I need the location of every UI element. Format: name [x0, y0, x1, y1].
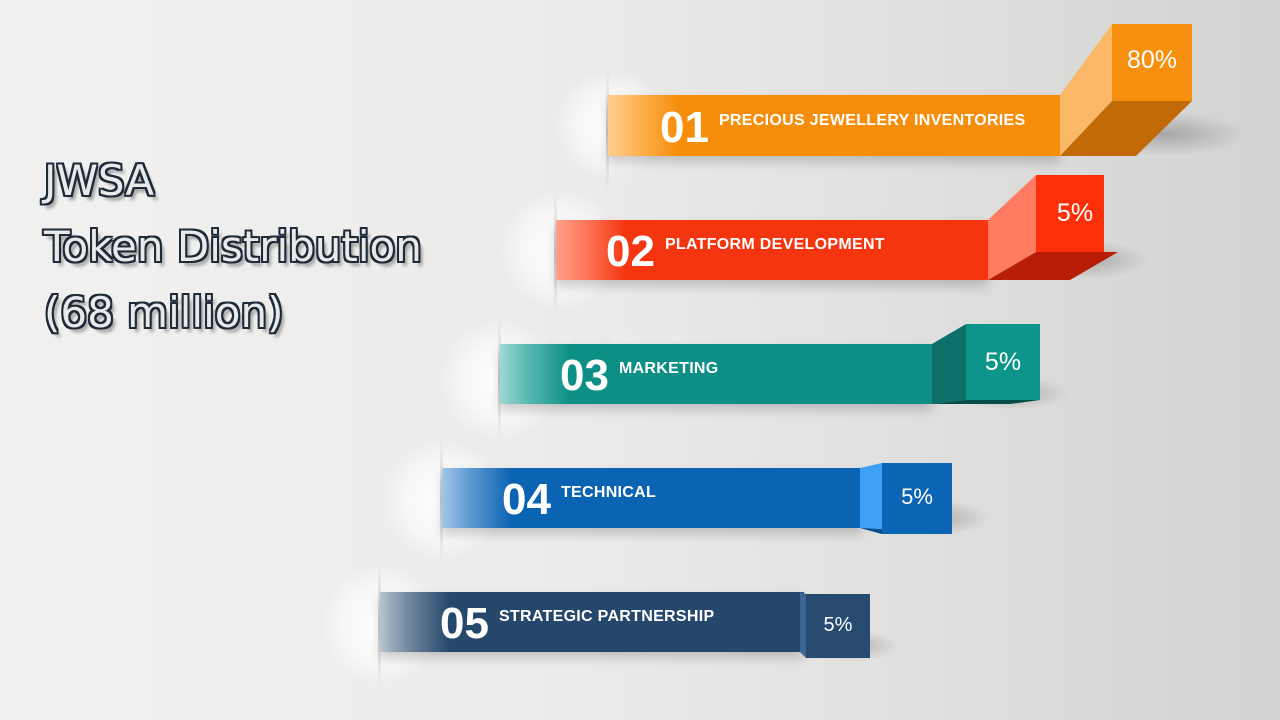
item-label: TECHNICAL	[560, 484, 657, 501]
item-label: PRECIOUS JEWELLERY INVENTORIES	[718, 111, 1026, 129]
title-line-2: Token Distribution	[44, 222, 422, 271]
band-02: 02 PLATFORM DEVELOPMENT	[556, 220, 988, 280]
item-percent: 5%	[823, 614, 853, 636]
item-label: STRATEGIC PARTNERSHIP	[498, 608, 715, 625]
item-percent: 80%	[1126, 46, 1178, 74]
item-number: 05	[440, 599, 489, 648]
item-label: MARKETING	[618, 360, 719, 377]
title-line-3: (68 million)	[44, 288, 284, 337]
block-3d-02	[988, 175, 1118, 280]
slide-title: JWSA Token Distribution (68 million)	[44, 148, 422, 346]
band-01: 01 PRECIOUS JEWELLERY INVENTORIES	[608, 95, 1060, 156]
watermark: VMDS	[512, 323, 698, 386]
item-number: 01	[660, 102, 709, 152]
item-percent: 5%	[901, 484, 933, 509]
item-percent: 5%	[984, 348, 1022, 376]
block-3d-05	[800, 592, 870, 658]
item-percent: 5%	[1056, 199, 1094, 227]
item-label: PLATFORM DEVELOPMENT	[664, 236, 885, 253]
item-number: 03	[560, 351, 609, 400]
band-05: 05 STRATEGIC PARTNERSHIP	[380, 592, 804, 652]
item-number: 04	[502, 475, 551, 524]
band-04: 04 TECHNICAL	[442, 468, 862, 528]
item-number: 02	[606, 227, 655, 276]
block-3d-03	[932, 324, 1040, 404]
title-line-1: JWSA	[44, 156, 155, 205]
block-3d-04	[860, 463, 952, 534]
block-3d-01	[1060, 24, 1192, 156]
band-03: 03 MARKETING	[500, 344, 932, 404]
